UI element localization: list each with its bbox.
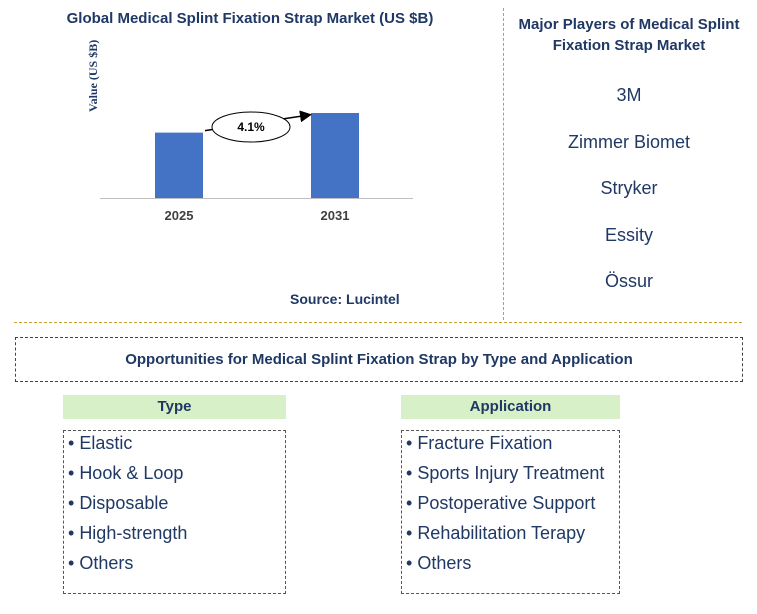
player-item: Essity <box>604 224 653 245</box>
application-item-label: Fracture Fixation <box>417 433 553 453</box>
application-item-label: Rehabilitation Terapy <box>417 523 586 543</box>
list-item: • Fracture Fixation <box>406 433 553 453</box>
application-list: • Fracture Fixation • Sports Injury Trea… <box>402 431 619 581</box>
type-item-label: Disposable <box>79 493 169 513</box>
list-item: • Others <box>68 553 134 573</box>
player-item: Stryker <box>600 178 658 198</box>
opportunities-title: Opportunities for Medical Splint Fixatio… <box>15 337 743 382</box>
type-item-label: Others <box>79 553 134 573</box>
application-item-label: Others <box>417 553 472 573</box>
chart-title: Global Medical Splint Fixation Strap Mar… <box>66 10 434 27</box>
type-list-box: • Elastic • Hook & Loop • Disposable • H… <box>63 430 286 594</box>
list-item: • Others <box>406 553 472 573</box>
x-tick-label: 2025 <box>165 208 194 223</box>
application-heading: Application <box>401 395 620 419</box>
application-item-label: Postoperative Support <box>417 493 596 513</box>
list-item: • Sports Injury Treatment <box>406 463 605 483</box>
bar-2031 <box>311 113 359 198</box>
type-heading: Type <box>63 395 286 419</box>
type-list: • Elastic • Hook & Loop • Disposable • H… <box>64 431 285 581</box>
type-item-label: Elastic <box>79 433 133 453</box>
cagr-label: 4.1% <box>237 120 265 134</box>
bar-chart: 2025 2031 4.1% <box>100 110 413 223</box>
list-item: • Disposable <box>68 493 169 513</box>
list-item: • Hook & Loop <box>68 463 184 483</box>
type-item-label: Hook & Loop <box>79 463 184 483</box>
type-item-label: High-strength <box>79 523 188 543</box>
list-item: • Postoperative Support <box>406 493 596 513</box>
application-list-box: • Fracture Fixation • Sports Injury Trea… <box>401 430 620 594</box>
bar-2025 <box>155 132 203 198</box>
list-item: • High-strength <box>68 523 188 543</box>
list-item: • Rehabilitation Terapy <box>406 523 586 543</box>
cagr-bubble <box>211 111 291 143</box>
list-item: • Elastic <box>68 433 133 453</box>
players-title: Major Players of Medical Splint Fixation… <box>518 16 740 54</box>
player-item: 3M <box>616 85 642 105</box>
horizontal-divider <box>14 322 742 323</box>
player-item: Zimmer Biomet <box>567 131 690 152</box>
players-list: 3M Zimmer Biomet Stryker Essity Össur <box>505 85 753 318</box>
player-item: Össur <box>604 271 653 291</box>
application-item-label: Sports Injury Treatment <box>417 463 605 483</box>
x-tick-label: 2031 <box>321 208 350 223</box>
vertical-divider <box>503 8 504 320</box>
chart-source: Source: Lucintel <box>290 291 400 307</box>
